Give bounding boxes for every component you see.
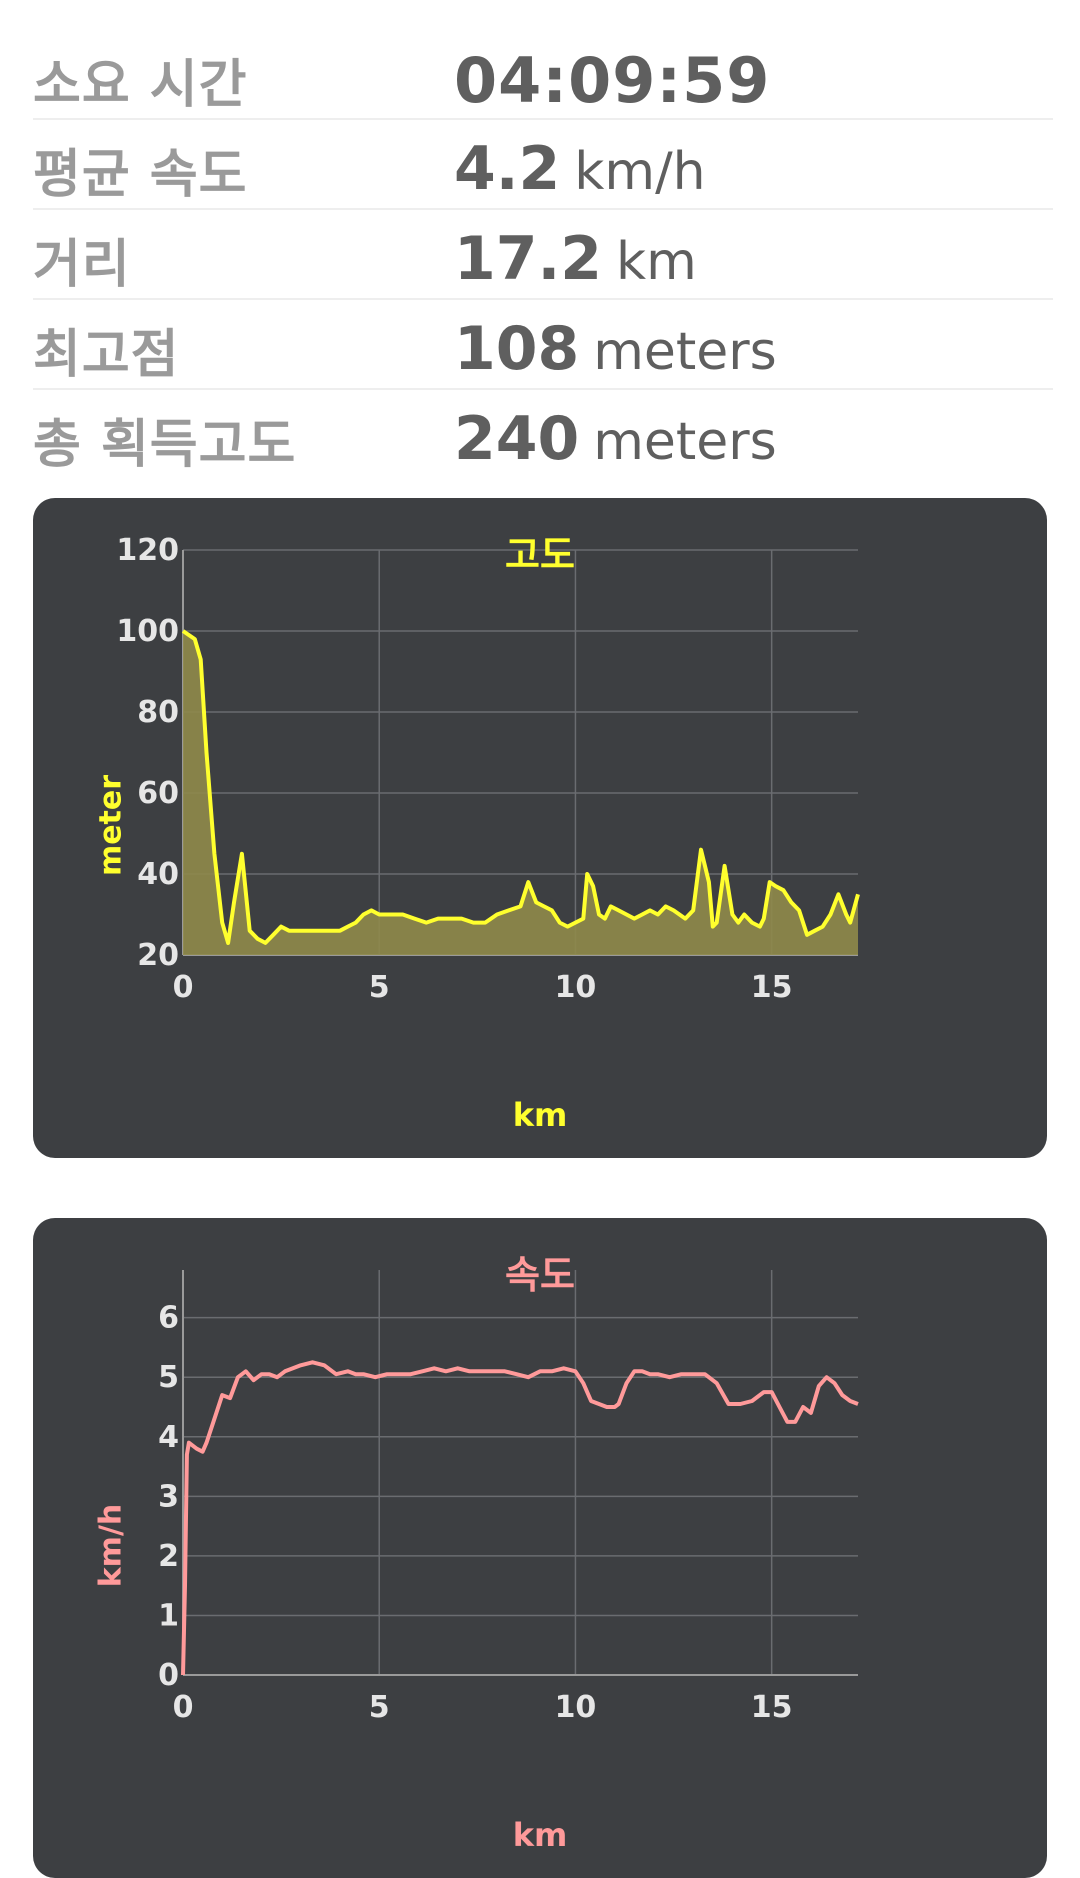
elevation-chart: 20 40 60 80 100 120 0 5 10 15: [116, 533, 860, 1005]
stat-value: 17.2 km: [454, 224, 697, 294]
avg-speed-unit: km/h: [574, 142, 706, 202]
y-tick-label: 1: [158, 1598, 179, 1633]
y-tick-label: 3: [158, 1479, 179, 1514]
duration-value: 04:09:59: [454, 44, 771, 117]
y-tick-label: 80: [137, 695, 179, 730]
stat-row-highest-point: 최고점 108 meters: [33, 300, 1053, 390]
stat-row-elevation-gain: 총 획득고도 240 meters: [33, 390, 1053, 478]
speed-chart: 0 1 2 3 4 5 6 0 5 10 15: [158, 1270, 859, 1725]
y-tick-label: 120: [116, 533, 179, 568]
chart-title: 속도: [505, 1253, 575, 1297]
elevation-gain-value: 240: [454, 404, 580, 474]
y-tick-label: 5: [158, 1360, 179, 1395]
highest-point-unit: meters: [593, 322, 777, 382]
y-axis-label: km/h: [93, 1503, 129, 1588]
distance-unit: km: [616, 232, 697, 292]
stat-row-avg-speed: 평균 속도 4.2 km/h: [33, 120, 1053, 210]
series-area: [183, 631, 858, 955]
y-tick-label: 6: [158, 1301, 179, 1336]
series-line: [181, 1360, 859, 1676]
y-axis-label: meter: [93, 774, 129, 877]
series-line: [181, 629, 860, 945]
stat-row-distance: 거리 17.2 km: [33, 210, 1053, 300]
y-tick-label: 60: [137, 776, 179, 811]
x-tick-label: 10: [555, 1690, 597, 1725]
speed-chart-card: 0 1 2 3 4 5 6 0 5 10 15 속도 km/h km: [33, 1218, 1047, 1878]
stat-label: 소요 시간: [33, 55, 248, 115]
x-tick-label: 15: [751, 970, 793, 1005]
x-tick-label: 0: [173, 1690, 194, 1725]
distance-value: 17.2: [454, 224, 603, 294]
y-tick-label: 0: [158, 1658, 179, 1693]
y-tick-label: 100: [116, 614, 179, 649]
stats-table: 소요 시간 04:09:59 평균 속도 4.2 km/h 거리 17.2 km 최…: [33, 30, 1053, 478]
stat-value: 240 meters: [454, 404, 777, 474]
y-tick-label: 2: [158, 1539, 179, 1574]
stat-value: 108 meters: [454, 314, 777, 384]
stat-label: 최고점: [33, 325, 180, 385]
avg-speed-value: 4.2: [454, 134, 561, 204]
x-axis-label: km: [512, 1096, 568, 1134]
x-tick-label: 5: [369, 1690, 390, 1725]
chart-title: 고도: [505, 533, 575, 577]
elevation-chart-card: 20 40 60 80 100 120 0 5 10 15 고도 meter km: [33, 498, 1047, 1158]
highest-point-value: 108: [454, 314, 580, 384]
y-tick-label: 20: [137, 938, 179, 973]
stat-label: 거리: [33, 235, 131, 295]
stat-label: 총 획득고도: [33, 415, 297, 475]
stat-row-duration: 소요 시간 04:09:59: [33, 30, 1053, 120]
x-tick-label: 10: [555, 970, 597, 1005]
stat-value: 4.2 km/h: [454, 134, 706, 204]
x-tick-label: 15: [751, 1690, 793, 1725]
stat-label: 평균 속도: [33, 145, 248, 205]
stat-value: 04:09:59: [454, 44, 770, 117]
x-tick-label: 5: [369, 970, 390, 1005]
elevation-gain-unit: meters: [593, 412, 777, 472]
y-tick-label: 4: [158, 1420, 179, 1455]
x-tick-label: 0: [173, 970, 194, 1005]
y-tick-label: 40: [137, 857, 179, 892]
x-axis-label: km: [512, 1816, 568, 1854]
